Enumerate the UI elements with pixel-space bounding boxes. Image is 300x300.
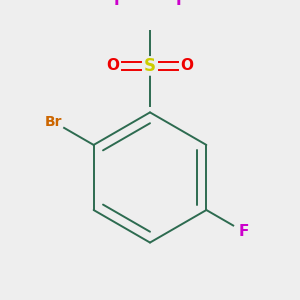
Text: F: F — [239, 224, 249, 239]
Text: Br: Br — [45, 115, 62, 129]
Text: S: S — [144, 57, 156, 75]
Text: O: O — [106, 58, 119, 74]
Text: F: F — [176, 0, 186, 8]
Text: O: O — [181, 58, 194, 74]
Text: F: F — [114, 0, 124, 8]
